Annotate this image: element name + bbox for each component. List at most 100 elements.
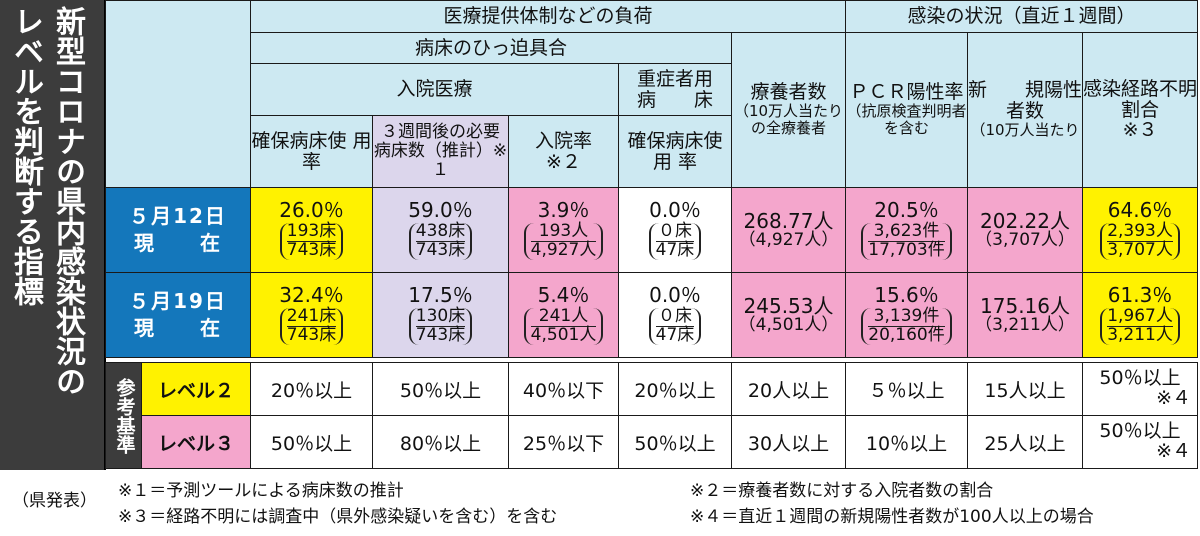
- ref-value: 50％以上: [1099, 420, 1181, 443]
- ref-note: ※４: [1156, 387, 1191, 409]
- admission-rate-note: ※２: [546, 150, 581, 173]
- title-line-2: レベルを判断する指標: [8, 6, 43, 306]
- level-2-label: レベル２: [141, 362, 251, 416]
- pcr-header: ＰＣＲ陽性率 （抗原検査判明者を含む: [845, 32, 969, 188]
- ref-cell: 50％以上: [250, 415, 373, 469]
- numerator: ０床: [655, 222, 695, 242]
- hospital-care-header: 入院医療: [250, 63, 619, 116]
- title-line-1: 新型コロナの県内感染状況の: [50, 6, 85, 396]
- new-cases-note: （10万人当たり: [970, 121, 1080, 140]
- recuperating-cell: 268.77人 （4,927人）: [730, 187, 847, 273]
- row-date: ５月12日現 在: [105, 187, 251, 273]
- date-label: ５月12日: [129, 204, 227, 228]
- value: 15.6％: [874, 283, 939, 308]
- unknown-route-cell: 61.3％ 1,967人 3,211人: [1082, 272, 1199, 358]
- value: 0.0％: [649, 198, 701, 223]
- ref-cell: 20人以上: [731, 362, 846, 416]
- ref-cell: 20％以上: [250, 362, 373, 416]
- recuperating-header: 療養者数 （10万人当たりの全療養者: [730, 32, 847, 188]
- reference-label: 参考基準: [105, 362, 142, 469]
- subvalue: （3,211人）: [975, 314, 1075, 335]
- admission-rate-cell: 3.9％ 193人 4,927人: [508, 187, 619, 273]
- note-4: ※４＝直近１週間の新規陽性者数が100人以上の場合: [690, 507, 1094, 527]
- ref-cell: 20％以上: [618, 362, 732, 416]
- value: 175.16人: [980, 293, 1070, 318]
- bed-usage-header: 確保病床使 用 率: [250, 115, 373, 188]
- admission-rate-header: 入院率 ※２: [508, 115, 619, 188]
- numerator: ０床: [655, 307, 695, 327]
- denominator: 4,501人: [530, 325, 597, 345]
- denominator: 4,927人: [530, 240, 597, 260]
- value: 0.0％: [649, 283, 701, 308]
- subvalue: （4,927人）: [738, 229, 839, 250]
- table-row: ５月19日現 在 32.4％ 241床 743床 17.5％ 130床 743床 5.4…: [105, 272, 1199, 358]
- numerator: 241人: [530, 307, 597, 327]
- pcr-label: ＰＣＲ陽性率: [849, 81, 964, 104]
- ref-cell: 50％以上 ※４: [1082, 362, 1198, 416]
- bed-usage-cell: 26.0％ 193床 743床: [250, 187, 373, 273]
- numerator: 3,139件: [868, 307, 945, 327]
- beds-3weeks-header: ３週間後の必要病床数（推計）※１: [372, 115, 509, 188]
- value: 17.5％: [408, 283, 473, 308]
- value: 64.6％: [1107, 198, 1173, 223]
- note-1: ※１＝予測ツールによる病床数の推計: [118, 481, 404, 501]
- date-label: ５月19日: [129, 289, 227, 313]
- value: 32.4％: [279, 283, 344, 308]
- note-3: ※３＝経路不明には調査中（県外感染疑いを含む）を含む: [118, 507, 558, 527]
- unknown-route-label: 感染経路不明割合: [1083, 77, 1198, 121]
- numerator: 241床: [286, 306, 337, 327]
- now-label: 現 在: [134, 231, 222, 255]
- table-row: ５月12日現 在 26.0％ 193床 743床 59.0％ 438床 743床 3.9…: [105, 187, 1199, 273]
- value: 268.77人: [743, 208, 834, 233]
- ref-cell: 25％以下: [508, 415, 619, 469]
- admission-rate-cell: 5.4％ 241人 4,501人: [508, 272, 619, 358]
- ref-cell: 50％以上: [618, 415, 732, 469]
- ref-cell: 50％以上: [372, 362, 509, 416]
- ref-value: 50％以上: [1099, 367, 1181, 390]
- numerator: 3,623件: [868, 222, 945, 242]
- denominator: 743床: [415, 325, 466, 345]
- beds-3weeks-cell: 17.5％ 130床 743床: [372, 272, 509, 358]
- ref-cell: 80％以上: [372, 415, 509, 469]
- subvalue: （4,501人）: [738, 314, 839, 335]
- recuperating-note: （10万人当たりの全療養者: [733, 102, 844, 138]
- note-2: ※２＝療養者数に対する入院者数の割合: [690, 481, 994, 501]
- pcr-cell: 15.6％ 3,139件 20,160件: [845, 272, 969, 358]
- medical-load-header: 医療提供体制などの負荷: [249, 0, 847, 33]
- unknown-route-cell: 64.6％ 2,393人 3,707人: [1082, 187, 1199, 273]
- ref-cell: 25人以上: [967, 415, 1083, 469]
- denominator: 743床: [286, 325, 337, 345]
- bed-pressure-header: 病床のひっ迫具合: [250, 32, 732, 64]
- indicator-table: 医療提供体制などの負荷 感染の状況（直近１週間） 病床のひっ迫具合 療養者数 （…: [105, 0, 1199, 358]
- source-label: （県発表）: [12, 491, 97, 511]
- footnotes: （県発表） ※１＝予測ツールによる病床数の推計 ※２＝療養者数に対する入院者数の…: [0, 474, 1200, 534]
- severe-bed-usage-header: 確保病床使 用 率: [618, 115, 732, 188]
- pcr-cell: 20.5％ 3,623件 17,703件: [845, 187, 969, 273]
- denominator: 47床: [655, 325, 695, 345]
- ref-cell: 50％以上 ※４: [1082, 415, 1198, 469]
- row-date: ５月19日現 在: [105, 272, 251, 358]
- beds-3weeks-cell: 59.0％ 438床 743床: [372, 187, 509, 273]
- new-cases-cell: 202.22人 （3,707人）: [967, 187, 1084, 273]
- title-panel: 新型コロナの県内感染状況の レベルを判断する指標: [0, 0, 106, 470]
- numerator: 438床: [415, 221, 466, 242]
- admission-rate-label: 入院率: [534, 129, 592, 152]
- numerator: 193人: [530, 222, 597, 242]
- level-3-label: レベル３: [141, 415, 251, 469]
- new-cases-label: 新 規陽性者数: [968, 79, 1083, 123]
- recuperating-label: 療養者数: [750, 81, 827, 104]
- ref-note: ※４: [1156, 440, 1191, 462]
- denominator: 20,160件: [868, 325, 945, 345]
- ref-cell: 30人以上: [731, 415, 846, 469]
- value: 20.5％: [874, 198, 939, 223]
- numerator: 130床: [415, 306, 466, 327]
- ref-cell: 40％以下: [508, 362, 619, 416]
- value: 61.3％: [1107, 283, 1173, 308]
- ref-cell: 10％以上: [845, 415, 968, 469]
- value: 5.4％: [537, 283, 590, 308]
- value: 245.53人: [743, 293, 834, 318]
- table-row: レベル３ 50％以上 80％以上 25％以下 50％以上 30人以上 10％以上…: [106, 415, 1198, 469]
- denominator: 3,707人: [1107, 240, 1173, 260]
- ref-cell: 15人以上: [967, 362, 1083, 416]
- unknown-route-header: 感染経路不明割合 ※３: [1082, 32, 1199, 188]
